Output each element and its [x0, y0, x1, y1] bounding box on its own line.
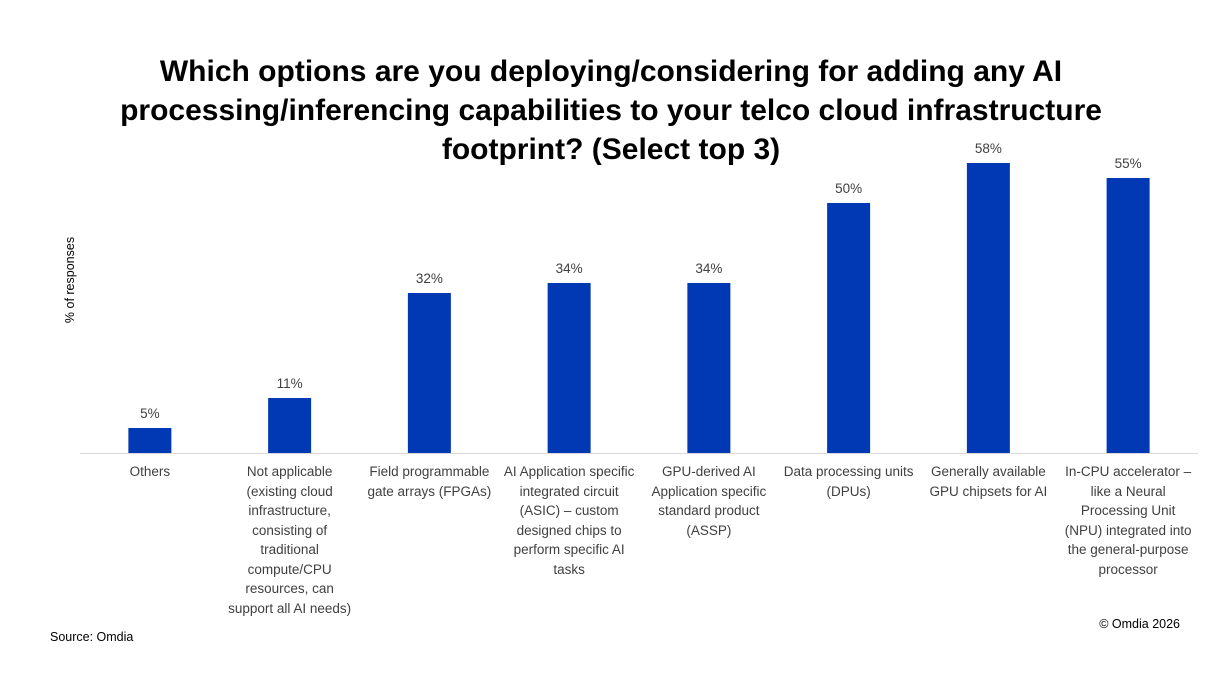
data-label: 55%	[1115, 156, 1142, 171]
bar	[547, 283, 591, 453]
bar	[827, 203, 871, 453]
copyright-note: © Omdia 2026	[1099, 617, 1180, 631]
chart-title: Which options are you deploying/consider…	[120, 55, 1102, 166]
source-note: Source: Omdia	[50, 630, 134, 644]
bar	[407, 293, 451, 453]
data-label: 50%	[835, 181, 862, 196]
data-label: 5%	[140, 406, 160, 421]
data-label: 11%	[277, 376, 303, 391]
data-label: 58%	[975, 141, 1002, 156]
data-label: 34%	[695, 261, 722, 276]
data-label: 34%	[556, 261, 583, 276]
bar	[966, 163, 1010, 453]
bar	[1106, 178, 1150, 453]
bar	[687, 283, 731, 453]
bar	[128, 428, 172, 453]
data-label: 32%	[416, 271, 443, 286]
bar	[268, 398, 312, 453]
